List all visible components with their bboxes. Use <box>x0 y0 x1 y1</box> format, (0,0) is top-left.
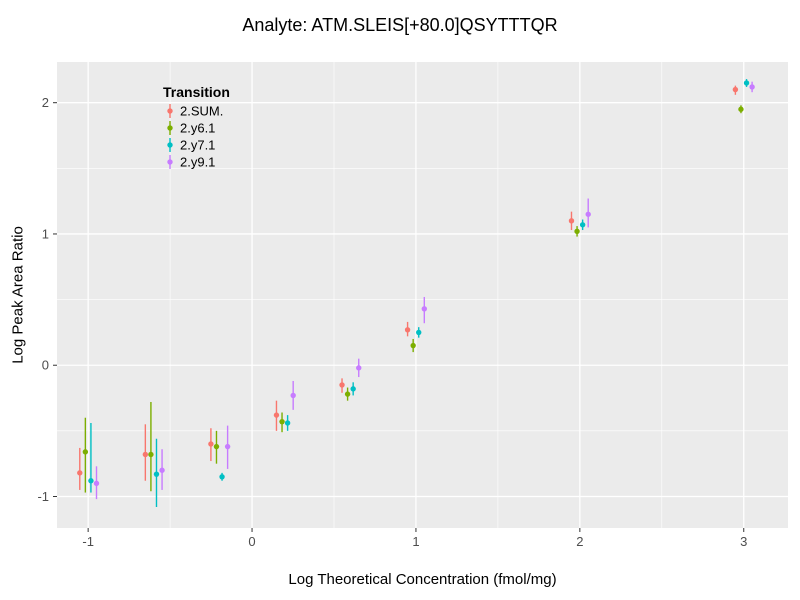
data-point <box>743 80 750 86</box>
data-point <box>585 211 591 217</box>
data-point <box>77 470 83 476</box>
data-point <box>404 327 411 333</box>
legend-label: 2.SUM. <box>180 104 223 119</box>
data-point <box>153 471 160 477</box>
data-point <box>339 382 345 388</box>
x-tick-label: -1 <box>82 534 94 549</box>
data-point <box>344 391 351 397</box>
data-point <box>142 451 149 458</box>
data-point <box>356 365 362 371</box>
x-tick-label: 2 <box>576 534 583 549</box>
y-tick-label: 2 <box>42 95 49 110</box>
y-tick-label: 1 <box>42 226 49 241</box>
data-point <box>421 306 428 312</box>
data-point <box>574 228 580 235</box>
data-point <box>568 218 575 224</box>
plot-panel <box>57 62 788 528</box>
legend-key-point <box>167 125 173 131</box>
legend-label: 2.y9.1 <box>180 155 215 170</box>
legend-label: 2.y7.1 <box>180 138 215 153</box>
legend-key-point <box>167 108 173 114</box>
data-point <box>82 449 89 455</box>
y-axis-label: Log Peak Area Ratio <box>9 226 27 364</box>
data-point <box>279 418 285 425</box>
legend-key-point <box>167 159 173 165</box>
data-point <box>208 441 214 447</box>
data-point <box>93 480 100 487</box>
data-point <box>213 443 220 450</box>
data-point <box>219 474 225 480</box>
x-tick-label: 0 <box>248 534 255 549</box>
chart-title: Analyte: ATM.SLEIS[+80.0]QSYTTTQR <box>242 15 558 35</box>
legend-title: Transition <box>163 84 230 100</box>
legend-key-point <box>167 142 173 148</box>
data-point <box>749 84 755 90</box>
data-point <box>224 443 231 450</box>
x-tick-label: 1 <box>412 534 419 549</box>
data-point <box>350 386 356 392</box>
data-point <box>732 86 739 93</box>
data-point <box>416 329 422 336</box>
data-point <box>284 420 291 426</box>
data-point <box>738 106 744 112</box>
x-tick-label: 3 <box>740 534 747 549</box>
data-point <box>410 342 416 349</box>
data-point <box>290 392 296 399</box>
data-point <box>579 222 586 228</box>
data-point <box>273 412 280 418</box>
legend-label: 2.y6.1 <box>180 121 215 136</box>
y-tick-label: 0 <box>42 358 49 373</box>
x-axis-label: Log Theoretical Concentration (fmol/mg) <box>288 571 557 588</box>
data-point <box>148 451 154 458</box>
y-tick-label: -1 <box>37 489 49 504</box>
data-point <box>88 478 94 484</box>
data-point <box>159 467 165 473</box>
